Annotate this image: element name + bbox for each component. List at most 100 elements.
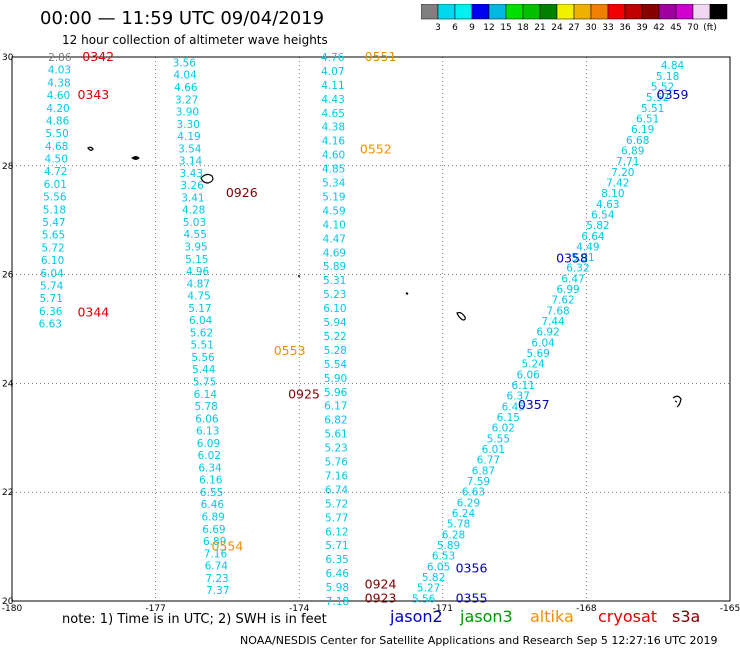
wave-height-value: 6.68 <box>626 135 649 147</box>
wave-height-value: 6.87 <box>472 465 495 477</box>
wave-height-value: 6.11 <box>512 380 535 392</box>
island-shape <box>131 156 140 160</box>
wave-height-value: 6.74 <box>325 484 349 496</box>
wave-height-value: 6.37 <box>507 391 530 403</box>
wave-height-value: 3.26 <box>180 180 204 192</box>
wave-height-value: 5.72 <box>41 242 64 254</box>
wave-height-value: 5.76 <box>325 457 349 469</box>
wave-height-value: 5.78 <box>194 401 217 413</box>
wave-height-value: 5.31 <box>323 275 346 287</box>
wave-height-value: 5.82 <box>586 220 609 232</box>
pass-time-label: 0926 <box>226 185 258 200</box>
wave-height-value: 3.43 <box>180 168 203 180</box>
wave-height-value: 6.28 <box>442 529 465 541</box>
wave-height-value: 6.64 <box>581 231 605 243</box>
pass-time-label: 0552 <box>360 141 392 156</box>
color-scale-tick: 24 <box>551 23 563 32</box>
wave-height-value: 6.77 <box>477 455 500 467</box>
wave-height-value: 4.28 <box>182 205 205 217</box>
island-shape <box>456 311 466 321</box>
wave-height-value: 6.32 <box>566 263 589 275</box>
wave-height-value: 5.51 <box>641 103 664 115</box>
map-grid <box>12 57 730 601</box>
wave-height-value: 5.15 <box>185 254 208 266</box>
pass-time-label: 0356 <box>456 560 488 575</box>
wave-height-value: 4.07 <box>321 66 344 78</box>
legend-jason2: jason2 <box>390 607 443 626</box>
wave-height-value: 6.69 <box>202 524 225 536</box>
wave-height-value: 6.45 <box>502 401 525 413</box>
wave-height-value: 6.55 <box>200 487 223 499</box>
map-frame <box>11 56 731 602</box>
color-scale-tick: 36 <box>619 23 631 32</box>
wave-height-value: 5.94 <box>323 317 347 329</box>
legend-cryosat: cryosat <box>598 607 658 626</box>
pass-time-label: 0355 <box>456 590 488 605</box>
wave-height-value: 5.69 <box>526 348 549 360</box>
wave-height-value: 6.35 <box>325 554 348 566</box>
wave-height-value: 5.47 <box>42 217 65 229</box>
footer-credit: NOAA/NESDIS Center for Satellite Applica… <box>240 634 718 647</box>
wave-height-value: 4.55 <box>184 229 207 241</box>
wave-height-value: 6.47 <box>561 273 584 285</box>
wave-height-value: 5.56 <box>191 352 215 364</box>
wave-height-value: 6.04 <box>40 268 64 280</box>
wave-height-value: 4.03 <box>48 65 71 77</box>
wave-height-value: 5.54 <box>324 359 348 371</box>
legend-s3a: s3a <box>672 607 701 626</box>
wave-height-value: 5.71 <box>40 293 63 305</box>
wave-height-value: 5.52 <box>646 92 669 104</box>
wave-height-value: 7.20 <box>611 167 634 179</box>
wave-height-value: 4.43 <box>321 94 344 106</box>
wave-height-value: 5.71 <box>325 540 348 552</box>
wave-height-value: 5.74 <box>40 280 64 292</box>
pass-time-label: 0342 <box>82 49 114 64</box>
wave-height-value: 4.19 <box>177 131 200 143</box>
wave-height-value: 4.49 <box>576 241 599 253</box>
map-ticks: -180 -177 -174 -171 -168 -165 30 28 26 24 22 20 <box>2 53 740 612</box>
wave-height-value: 6.46 <box>326 568 350 580</box>
wave-height-value: 4.65 <box>322 108 345 120</box>
latitude-tick-label: 22 <box>2 488 13 498</box>
wave-height-value: 6.89 <box>621 145 644 157</box>
color-scale-tick: (ft) <box>703 23 717 32</box>
wave-height-value: 4.16 <box>322 136 346 148</box>
wave-height-value: 6.51 <box>636 113 659 125</box>
wave-height-value: 5.96 <box>324 387 348 399</box>
wave-height-value: 4.69 <box>323 247 346 259</box>
color-scale-tick: 30 <box>585 23 597 32</box>
pass-time-labels: 0342 0343 0344 0551 0552 0553 0554 0926 0925 0924… <box>77 49 688 605</box>
wave-height-value: 5.65 <box>42 230 65 242</box>
wave-height-value: 5.77 <box>325 512 348 524</box>
wave-height-value: 5.28 <box>324 345 347 357</box>
wave-height-value: 5.98 <box>326 582 349 594</box>
wave-height-value: 4.66 <box>174 82 198 94</box>
wave-height-value: 6.99 <box>556 284 579 296</box>
wave-height-value: 6.14 <box>194 389 218 401</box>
wave-height-value: 7.44 <box>541 316 565 328</box>
wave-height-value: 3.56 <box>173 57 197 69</box>
pass-time-label: 0551 <box>365 49 397 64</box>
island-shape <box>200 173 214 184</box>
wave-height-value: 6.01 <box>482 444 505 456</box>
wave-height-value: 5.19 <box>322 191 345 203</box>
legend-altika: altika <box>530 607 574 626</box>
wave-height-value: 5.55 <box>487 433 510 445</box>
wave-height-value: 7.59 <box>467 476 490 488</box>
wave-height-value: 7.16 <box>325 470 349 482</box>
wave-height-value: 3.90 <box>176 107 199 119</box>
wave-height-value: 4.63 <box>596 199 619 211</box>
longitude-tick-label: -165 <box>720 604 740 612</box>
pass-time-label: 0554 <box>211 539 243 554</box>
wave-height-value: 6.29 <box>457 497 480 509</box>
wave-height-value: 3.54 <box>178 143 202 155</box>
wave-height-value: 4.68 <box>45 141 68 153</box>
wave-height-value: 6.02 <box>492 423 515 435</box>
wave-height-value: 4.38 <box>322 122 345 134</box>
wave-height-value: 4.72 <box>44 166 67 178</box>
wave-height-value: 7.42 <box>606 177 629 189</box>
wave-height-value: 4.85 <box>322 164 345 176</box>
wave-height-value: 5.18 <box>656 71 679 83</box>
wave-height-value: 6.46 <box>201 499 225 511</box>
island-shape <box>87 146 94 151</box>
